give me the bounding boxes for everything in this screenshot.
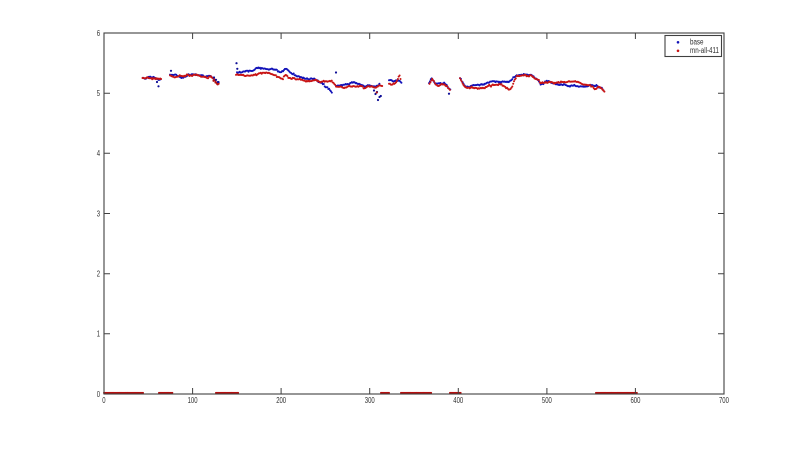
svg-text:2: 2 xyxy=(97,270,101,279)
svg-text:3: 3 xyxy=(97,209,101,218)
svg-text:700: 700 xyxy=(719,396,729,405)
svg-text:300: 300 xyxy=(365,396,375,405)
svg-text:mn-all-411: mn-all-411 xyxy=(690,46,719,55)
svg-text:4: 4 xyxy=(97,149,101,158)
svg-text:500: 500 xyxy=(542,396,552,405)
svg-text:100: 100 xyxy=(188,396,198,405)
svg-text:600: 600 xyxy=(631,396,641,405)
svg-text:200: 200 xyxy=(276,396,286,405)
svg-text:base: base xyxy=(690,38,704,47)
svg-text:0: 0 xyxy=(102,396,106,405)
svg-text:1: 1 xyxy=(97,330,101,339)
svg-text:5: 5 xyxy=(97,89,101,98)
svg-text:6: 6 xyxy=(97,29,101,38)
svg-text:0: 0 xyxy=(97,390,101,399)
svg-text:400: 400 xyxy=(453,396,463,405)
